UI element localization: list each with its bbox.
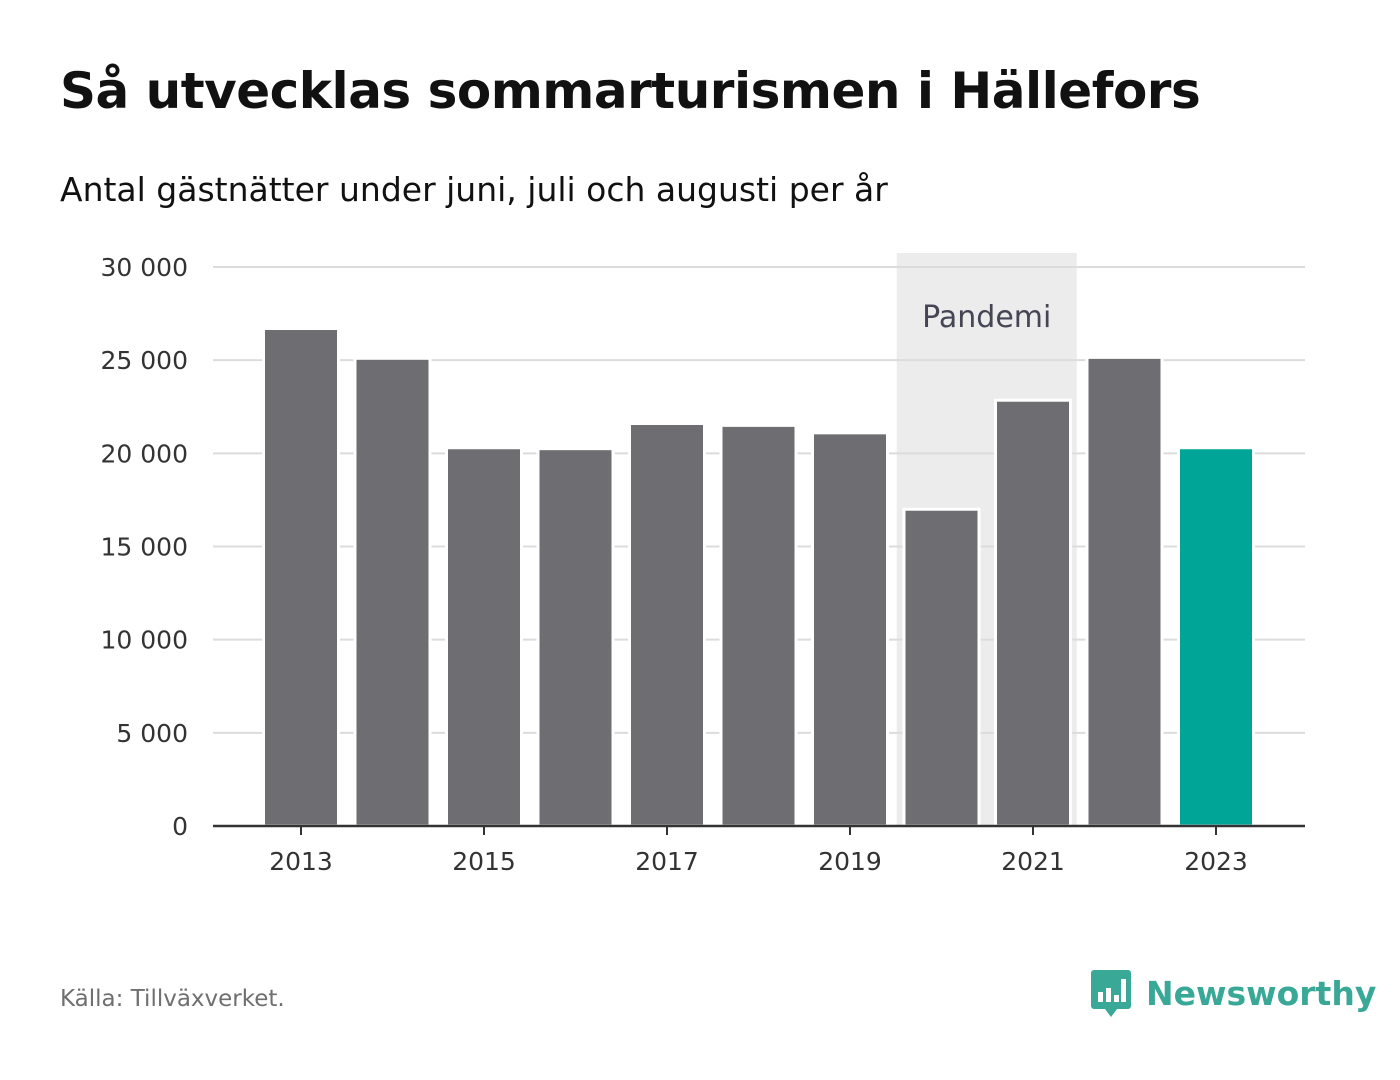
bar-2023 — [1177, 446, 1255, 828]
bar-2020 — [902, 507, 981, 828]
y-tick-label: 0 — [172, 812, 188, 841]
y-tick-label: 30 000 — [101, 253, 188, 282]
bar-chart-speech-bubble-icon — [1091, 970, 1131, 1017]
x-axis-labels: 2013 2015 2017 2019 2021 2023 — [269, 847, 1248, 876]
x-tick-label: 2023 — [1184, 847, 1248, 876]
x-tick-label: 2015 — [452, 847, 516, 876]
bar-2021 — [994, 398, 1072, 828]
x-tick-label: 2017 — [635, 847, 699, 876]
brand-logo: Newsworthy — [1090, 968, 1376, 1018]
y-tick-label: 25 000 — [101, 346, 188, 375]
bar-2022 — [1085, 355, 1164, 828]
y-tick-label: 15 000 — [101, 533, 188, 562]
y-tick-label: 20 000 — [101, 439, 188, 468]
y-tick-label: 5 000 — [116, 719, 188, 748]
bar-2014 — [353, 356, 432, 828]
bar-2018 — [719, 423, 798, 828]
x-tick-label: 2013 — [269, 847, 333, 876]
pandemic-label: Pandemi — [922, 300, 1051, 335]
brand-name: Newsworthy — [1146, 973, 1377, 1013]
bar-2015 — [445, 446, 523, 828]
x-axis — [213, 824, 1305, 835]
chart-subtitle: Antal gästnätter under juni, juli och au… — [60, 170, 888, 209]
bar-2019 — [811, 431, 889, 828]
bar-2017 — [628, 422, 706, 828]
x-tick-label: 2021 — [1001, 847, 1065, 876]
bar-2016 — [536, 447, 615, 828]
y-tick-label: 10 000 — [101, 626, 188, 655]
source-note: Källa: Tillväxverket. — [60, 986, 285, 1012]
y-axis-labels: 0 5 000 10 000 15 000 20 000 25 000 30 000 — [101, 253, 188, 841]
x-tick-label: 2019 — [818, 847, 882, 876]
bar-2013 — [262, 326, 340, 828]
bars — [262, 326, 1255, 828]
chart-title: Så utvecklas sommarturismen i Hällefors — [60, 62, 1201, 120]
